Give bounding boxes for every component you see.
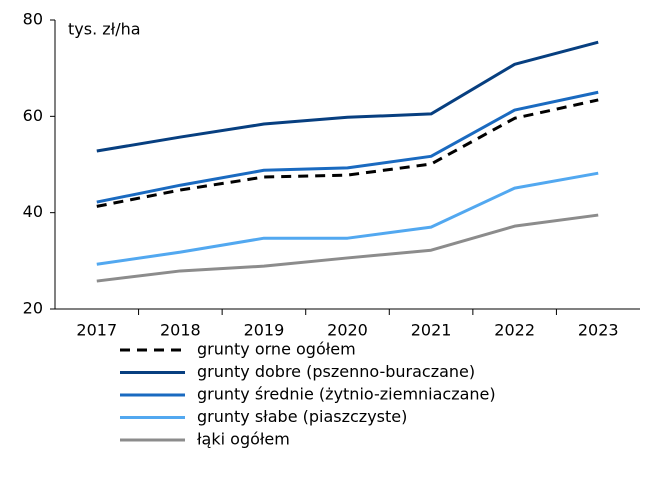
legend-label: grunty słabe (piaszczyste)	[197, 407, 407, 426]
y-tick-label: 40	[23, 202, 43, 221]
x-tick-label: 2017	[76, 321, 117, 340]
series-line	[96, 213, 599, 283]
series-line	[96, 98, 599, 208]
x-tick-label: 2023	[578, 321, 619, 340]
x-tick-label: 2021	[411, 321, 452, 340]
legend-label: łąki ogółem	[197, 430, 290, 449]
series-line	[96, 90, 599, 204]
series-line	[96, 40, 599, 153]
y-axis-label: tys. zł/ha	[68, 20, 141, 39]
legend-label: grunty dobre (pszenno-buraczane)	[197, 362, 475, 381]
series-line	[96, 171, 599, 266]
x-tick-label: 2019	[244, 321, 285, 340]
x-tick-label: 2022	[494, 321, 535, 340]
y-tick-label: 80	[23, 10, 43, 29]
x-tick-label: 2020	[327, 321, 368, 340]
y-tick-label: 60	[23, 106, 43, 125]
x-tick-label: 2018	[160, 321, 201, 340]
y-tick-label: 20	[23, 299, 43, 318]
legend-label: grunty orne ogółem	[197, 340, 356, 359]
legend-label: grunty średnie (żytnio-ziemniaczane)	[197, 385, 496, 404]
